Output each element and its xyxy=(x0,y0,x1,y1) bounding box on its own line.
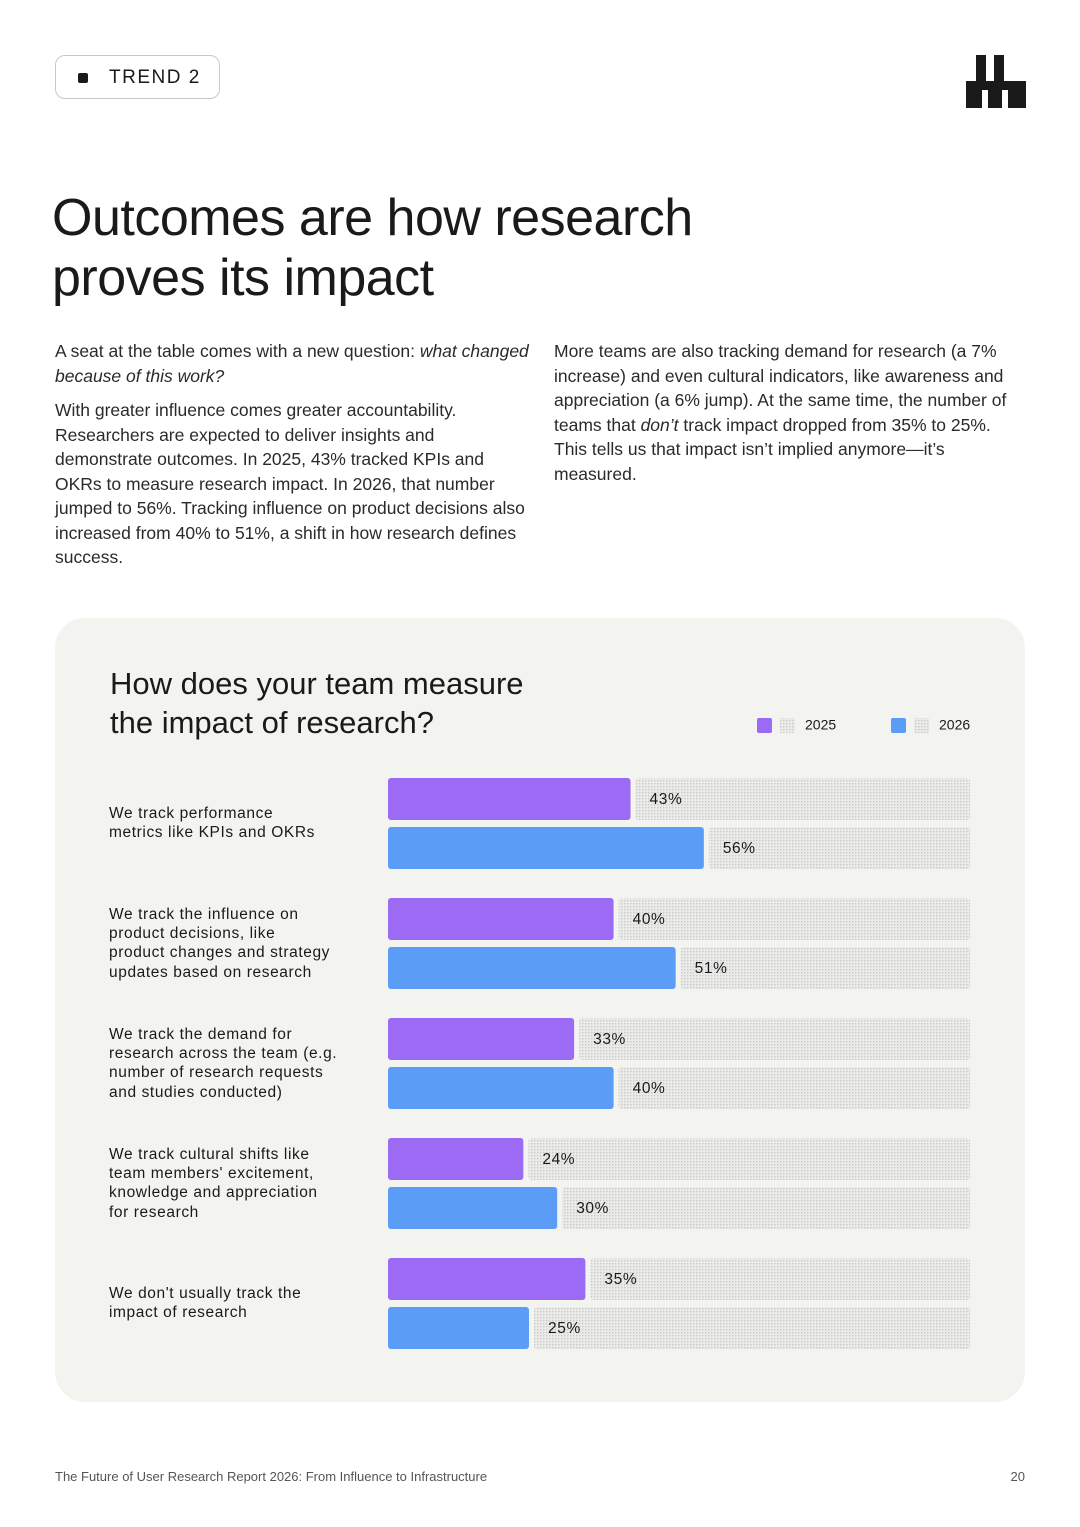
page-title: Outcomes are how research proves its imp… xyxy=(52,189,693,307)
bar-track xyxy=(528,1138,970,1180)
value-label: 24% xyxy=(542,1151,575,1168)
bar-track xyxy=(590,1258,970,1300)
logo xyxy=(966,55,1026,108)
bar-track xyxy=(562,1187,970,1229)
bar xyxy=(388,1307,529,1349)
legend-swatch-track xyxy=(780,718,795,733)
value-label: 35% xyxy=(604,1271,637,1288)
footer-text: The Future of User Research Report 2026:… xyxy=(55,1469,488,1484)
right-column: More teams are also tracking demand for … xyxy=(554,339,1024,486)
bar xyxy=(388,1067,614,1109)
bar xyxy=(388,1018,575,1060)
left-column: A seat at the table comes with a new que… xyxy=(55,339,530,570)
value-label: 40% xyxy=(633,1080,666,1097)
bar xyxy=(388,1138,524,1180)
badge-text: TREND 2 xyxy=(109,67,201,88)
bar-track xyxy=(579,1018,970,1060)
bar-track xyxy=(618,898,970,940)
category-label: We track the demand for research across … xyxy=(109,1025,338,1101)
text: A seat at the table comes with a new que… xyxy=(55,341,420,361)
bar-track xyxy=(635,778,970,820)
text: More teams are also tracking demand for … xyxy=(554,341,1007,435)
value-label: 56% xyxy=(723,840,756,857)
bar xyxy=(388,827,704,869)
bar xyxy=(388,778,631,820)
paragraph: A seat at the table comes with a new que… xyxy=(55,339,530,388)
category-label: We track cultural shifts like team membe… xyxy=(109,1145,318,1221)
bar xyxy=(388,1187,558,1229)
bar-track xyxy=(680,947,970,989)
legend-swatch xyxy=(891,718,906,733)
emphasis: don’t xyxy=(640,414,679,435)
page-number: 20 xyxy=(1010,1469,1025,1484)
legend-label: 2025 xyxy=(805,717,836,733)
value-label: 40% xyxy=(633,911,666,928)
chart-title: How does your team measure the impact of… xyxy=(110,666,524,740)
bar-track xyxy=(618,1067,970,1109)
legend-label: 2026 xyxy=(939,717,970,733)
badge-icon xyxy=(78,73,88,83)
value-label: 33% xyxy=(593,1031,626,1048)
value-label: 51% xyxy=(695,960,728,977)
bar xyxy=(388,898,614,940)
trend-badge: TREND 2 xyxy=(55,55,220,99)
value-label: 43% xyxy=(650,791,683,808)
bar-track xyxy=(708,827,970,869)
emphasis: what changed because of this work? xyxy=(55,341,529,386)
legend-swatch xyxy=(757,718,772,733)
category-label: We track the influence on product decisi… xyxy=(109,905,331,981)
category-label: We don't usually track the impact of res… xyxy=(109,1285,302,1322)
value-label: 30% xyxy=(576,1200,609,1217)
value-label: 25% xyxy=(548,1320,581,1337)
bar xyxy=(388,1258,586,1300)
bar-track xyxy=(534,1307,970,1349)
text: track impact dropped from 35% to 25%. Th… xyxy=(554,414,991,484)
paragraph: More teams are also tracking demand for … xyxy=(554,339,1024,486)
bar xyxy=(388,947,676,989)
legend-swatch-track xyxy=(914,718,929,733)
category-label: We track performance metrics like KPIs a… xyxy=(109,805,315,842)
paragraph: With greater influence comes greater acc… xyxy=(55,400,525,567)
